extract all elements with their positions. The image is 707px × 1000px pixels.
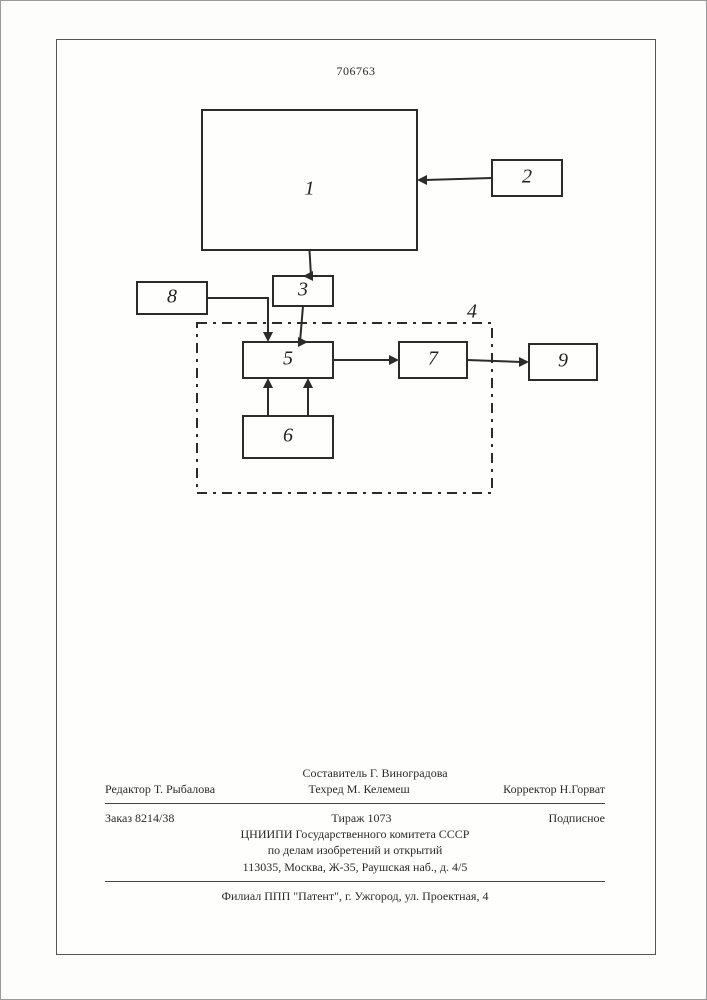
node-4-label: 4 <box>467 301 477 323</box>
rule-2 <box>105 881 605 882</box>
addr-1: 113035, Москва, Ж-35, Раушская наб., д. … <box>105 859 605 875</box>
subscription: Подписное <box>549 810 606 826</box>
techred: Техред М. Келемеш <box>308 781 409 797</box>
node-5-label: 5 <box>283 348 293 370</box>
org-line-1: ЦНИИПИ Государственного комитета СССР <box>105 826 605 842</box>
compiler-line: Составитель Г. Виноградова <box>145 765 605 781</box>
addr-2: Филиал ППП "Патент", г. Ужгород, ул. Про… <box>105 888 605 904</box>
edge-8-5-3 <box>207 298 268 334</box>
node-6-label: 6 <box>283 425 293 447</box>
node-1-label: 1 <box>305 178 315 200</box>
node-7-label: 7 <box>428 348 439 370</box>
node-9-label: 9 <box>558 350 568 372</box>
edge-5-7-6-arrow <box>389 355 399 365</box>
node-8-label: 8 <box>167 286 177 308</box>
org-line-2: по делам изобретений и открытий <box>105 842 605 858</box>
edge-2-1-0-arrow <box>417 175 427 185</box>
rule-1 <box>105 803 605 804</box>
edge-7-9-7 <box>467 360 521 362</box>
edge-2-1-0 <box>425 178 492 180</box>
print-run: Тираж 1073 <box>331 810 391 826</box>
edge-3-5-2-arrow <box>298 337 308 347</box>
editor: Редактор Т. Рыбалова <box>105 781 215 797</box>
node-2-label: 2 <box>522 166 532 188</box>
edge-6-5-4-arrow <box>263 378 273 388</box>
corrector: Корректор Н.Горват <box>503 781 605 797</box>
node-4 <box>197 323 492 493</box>
edge-8-5-3-arrow <box>263 332 273 342</box>
credits-row: Редактор Т. Рыбалова Техред М. Келемеш К… <box>105 781 605 797</box>
edge-1-3-1 <box>310 250 312 276</box>
footer: Составитель Г. Виноградова Редактор Т. Р… <box>105 765 605 904</box>
node-3-label: 3 <box>297 279 308 301</box>
edge-7-9-7-arrow <box>519 357 529 367</box>
print-row: Заказ 8214/38 Тираж 1073 Подписное <box>105 810 605 826</box>
edge-6-5-5-arrow <box>303 378 313 388</box>
order: Заказ 8214/38 <box>105 810 174 826</box>
